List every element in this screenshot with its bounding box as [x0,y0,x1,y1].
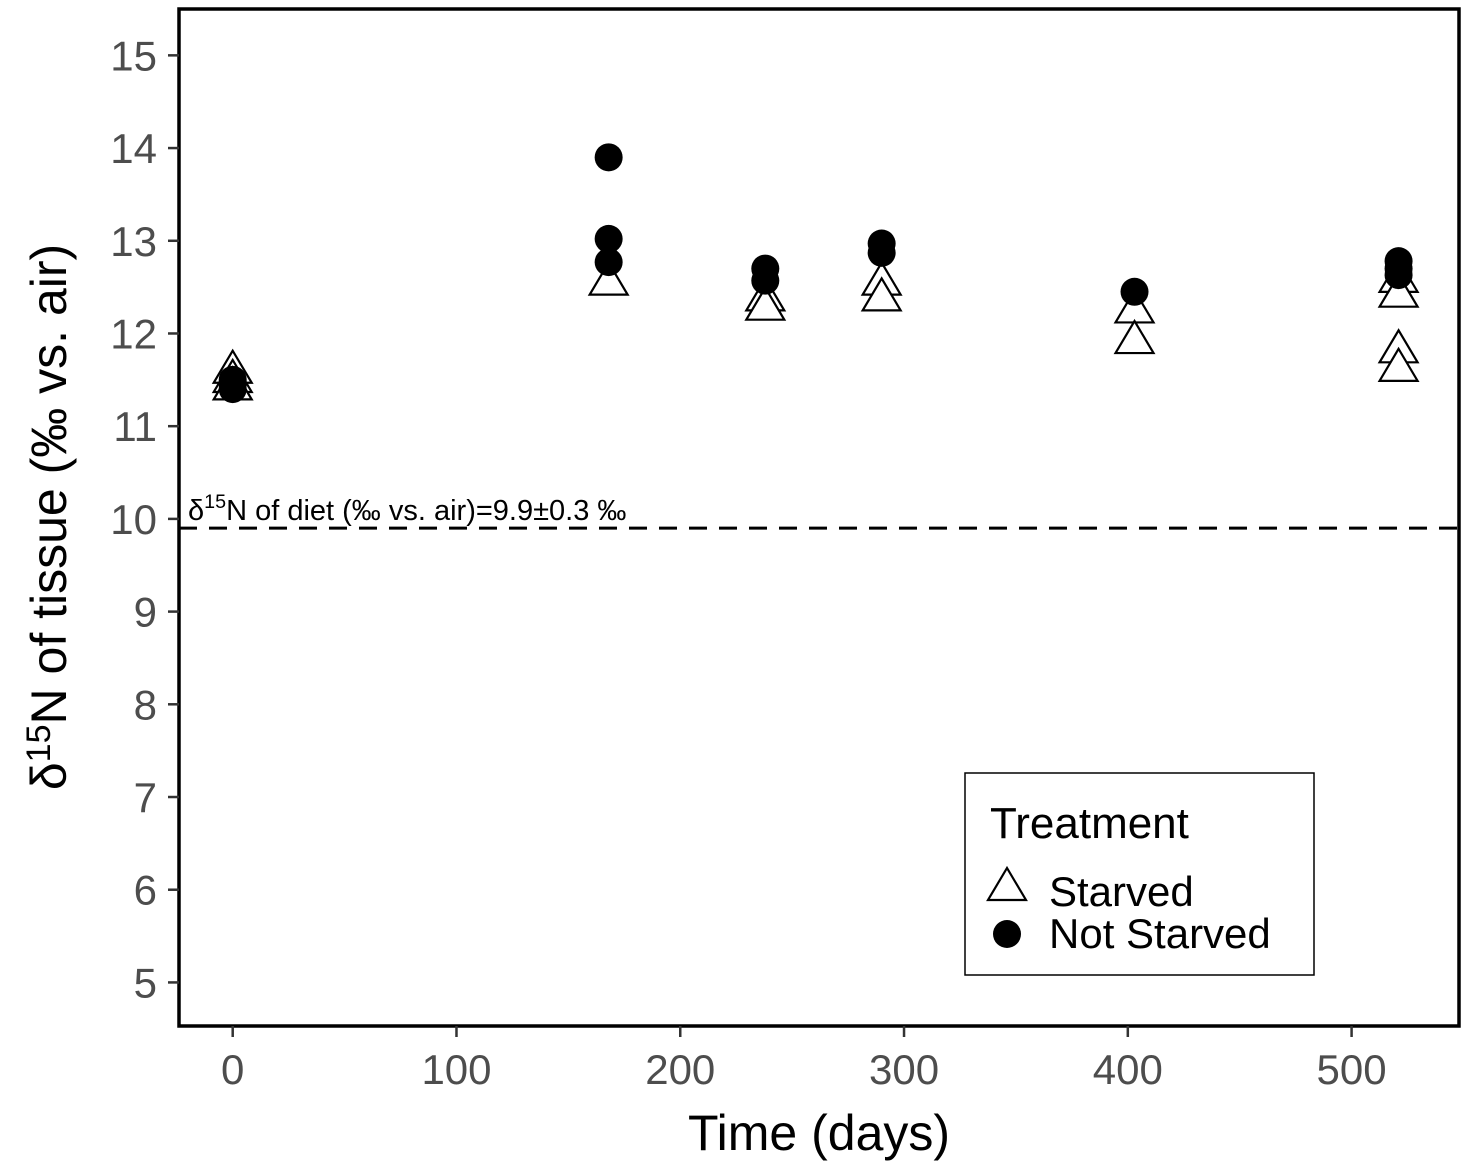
starved-point [1113,318,1156,355]
data-points [211,143,1420,404]
starved-point [860,276,903,312]
legend-box [964,772,1315,976]
x-axis: 0 100 200 300 400 500 [221,1026,1387,1093]
x-axis-title: Time (days) [688,1105,950,1161]
not-starved-point [594,248,623,277]
y-tick-label: 15 [110,32,157,79]
y-tick-label: 11 [113,403,157,450]
y-tick-label: 13 [110,218,157,265]
y-tick-label: 8 [134,681,157,728]
y-tick-label: 6 [134,867,157,914]
starved-point [744,285,787,321]
y-tick-label: 14 [110,125,157,172]
legend-title: Treatment [990,799,1189,848]
not-starved-point [594,143,623,172]
not-starved-point [1120,277,1149,306]
not-starved-point [751,266,780,295]
not-starved-point [867,238,896,267]
y-axis: 5 6 7 8 9 10 11 12 13 14 15 [110,32,179,1006]
legend-circle-icon [993,920,1021,948]
x-tick-label: 300 [869,1046,939,1093]
starved-point [1377,272,1420,308]
not-starved-point [1384,261,1413,290]
diet-reference-label: δ15N of diet (‰ vs. air)=9.9±0.3 ‰ [188,491,626,527]
y-tick-label: 10 [110,496,157,543]
y-tick-label: 12 [110,310,157,357]
y-tick-label: 9 [134,589,157,636]
x-tick-label: 100 [421,1046,491,1093]
legend-label-not-starved: Not Starved [1049,910,1271,957]
legend: Treatment Starved Not Starved [964,772,1315,976]
y-axis-title: δ15N of tissue (‰ vs. air) [20,244,77,790]
x-tick-label: 0 [221,1046,244,1093]
x-tick-label: 200 [645,1046,715,1093]
x-tick-label: 500 [1317,1046,1387,1093]
legend-triangle-icon [986,865,1028,902]
x-tick-label: 400 [1093,1046,1163,1093]
legend-label-starved: Starved [1049,868,1194,915]
starved-point [587,260,630,296]
not-starved-point [218,375,247,404]
starved-point [1377,346,1420,382]
y-tick-label: 7 [134,774,157,821]
y-tick-label: 5 [134,959,157,1006]
not-starved-point [594,224,623,253]
